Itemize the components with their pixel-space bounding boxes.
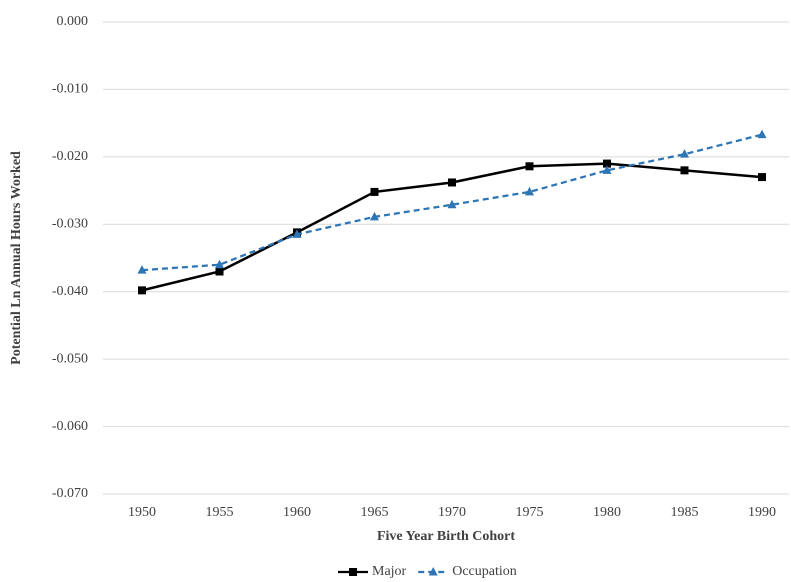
y-tick-label: -0.010 <box>52 82 88 97</box>
data-point <box>215 259 224 269</box>
y-tick-label: -0.020 <box>52 149 88 164</box>
data-point <box>757 129 767 139</box>
legend-swatch-marker <box>349 568 357 576</box>
y-tick-label: -0.070 <box>52 486 88 501</box>
legend-label: Occupation <box>452 564 517 579</box>
data-point <box>370 211 379 221</box>
data-point <box>215 267 224 276</box>
x-tick-label: 1985 <box>671 505 699 520</box>
data-point <box>292 229 302 238</box>
legend-swatch-marker <box>428 567 438 576</box>
x-tick-label: 1990 <box>748 505 776 520</box>
y-axis-title: Potential Ln Annual Hours Worked <box>9 151 24 365</box>
y-tick-label: -0.060 <box>52 419 88 434</box>
x-tick-label: 1980 <box>593 505 621 520</box>
y-tick-label: -0.040 <box>52 284 88 299</box>
data-point <box>448 178 456 187</box>
x-axis-title: Five Year Birth Cohort <box>377 529 515 544</box>
data-point <box>138 286 146 295</box>
data-point <box>525 186 534 196</box>
data-point <box>758 173 766 182</box>
x-tick-label: 1950 <box>128 505 156 520</box>
data-point <box>603 159 611 168</box>
x-tick-label: 1960 <box>283 505 311 520</box>
x-tick-label: 1965 <box>361 505 389 520</box>
data-point <box>602 165 612 174</box>
data-point <box>680 149 689 158</box>
data-point <box>137 265 147 274</box>
data-point <box>680 166 689 175</box>
data-point <box>525 162 534 171</box>
legend: Major Occupation <box>338 564 517 579</box>
x-tick-label: 1970 <box>438 505 466 520</box>
y-tick-label: -0.050 <box>52 351 88 366</box>
x-tick-label: 1975 <box>516 505 544 520</box>
series-line <box>141 133 763 272</box>
y-tick-label: 0.000 <box>57 14 89 29</box>
data-point <box>370 187 379 196</box>
y-tick-label: -0.030 <box>52 217 88 232</box>
data-point <box>447 199 457 209</box>
legend-label: Major <box>372 564 407 579</box>
x-tick-label: 1955 <box>206 505 234 520</box>
